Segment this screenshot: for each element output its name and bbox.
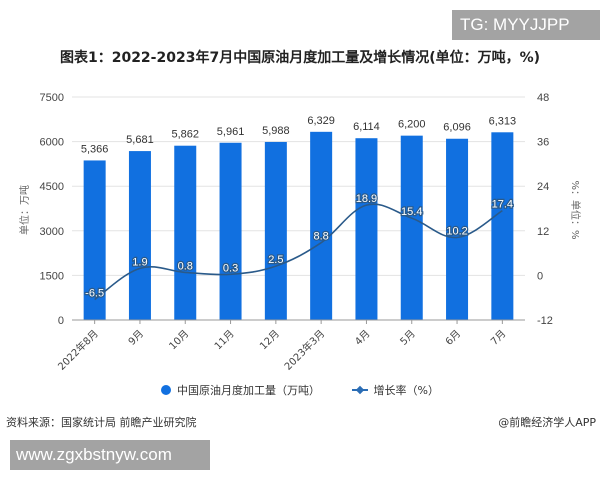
y-axis-tick-label: 0 [58,315,64,327]
bar[interactable] [446,138,469,320]
bar-value-label: 6,313 [489,115,517,127]
bar[interactable] [400,135,423,320]
bar-value-label: 5,681 [126,134,154,146]
bar-value-label: 5,366 [81,143,109,155]
watermark-badge-top: TG: MYYJJPP [452,10,600,40]
bar-value-label: 5,961 [217,126,245,138]
x-axis-tick-label: 2022年8月 [55,327,101,373]
x-axis-tick-label: 4月 [353,328,373,348]
x-axis-tick-label: 9月 [126,328,146,348]
line-value-label: 0.8 [178,260,193,272]
bar[interactable] [219,142,242,320]
bar-value-label: 6,200 [398,119,426,131]
line-marker-icon [351,385,368,395]
y-axis-tick-label: 1500 [40,270,64,282]
y2-axis-tick-label: 48 [537,92,549,104]
bar-value-label: 6,114 [353,121,380,133]
y-axis-tick-label: 7500 [40,92,64,104]
bar-value-label: 5,862 [171,129,199,141]
y-axis-title: 单位：万吨 [18,185,31,235]
credit-note: @前瞻经济学人APP [498,416,596,429]
x-axis-tick-label: 7月 [488,328,508,348]
y2-axis-title: %：单位：% [569,180,582,239]
bar[interactable] [491,132,514,320]
y-axis-tick-label: 3000 [40,226,64,238]
source-note: 资料来源：国家统计局 前瞻产业研究院 [6,416,197,429]
line-value-label: 0.3 [223,262,238,274]
legend-label-growth: 增长率（%） [373,384,439,397]
legend-item-volume[interactable]: 中国原油月度加工量（万吨） [161,382,320,398]
watermark-badge-bottom: www.zgxbstnyw.com [10,440,210,470]
y-axis-tick-label: 4500 [40,181,64,193]
y2-axis-tick-label: 24 [537,181,549,193]
y2-axis-tick-label: 0 [537,270,543,282]
legend-label-volume: 中国原油月度加工量（万吨） [177,384,321,397]
line-series: -6.5 1.9 0.8 0.3 2.5 8.8 18.9 15.4 10.2 17.4 [84,192,514,301]
line-value-label: 8.8 [314,231,329,243]
y2-axis-tick-label: -12 [537,315,553,327]
bar[interactable] [83,160,106,320]
line-value-label: -6.5 [85,288,104,300]
line-value-label: 1.9 [132,256,147,268]
bar-value-label: 5,988 [262,125,290,137]
chart-area: 5,366 5,681 5,862 5,961 5,988 6,329 6,114 6,200… [18,92,582,373]
bar[interactable] [128,151,151,320]
line-value-label: 15.4 [401,206,422,218]
y2-axis-tick-label: 36 [537,137,549,149]
circle-marker-icon [161,385,172,395]
bar-value-label: 6,096 [443,122,471,134]
x-axis-tick-label: 5月 [398,328,418,348]
x-axis-tick-label: 2023年3月 [281,327,327,373]
bar-series: 5,366 5,681 5,862 5,961 5,988 6,329 6,114 6,200… [81,115,516,320]
bar[interactable] [264,141,287,320]
growth-line[interactable] [94,203,503,301]
x-axis-tick-label: 11月 [212,328,237,353]
y2-axis-tick-label: 12 [537,226,549,238]
line-value-label: 2.5 [268,254,283,266]
bar-value-label: 6,329 [307,115,335,127]
x-axis-tick-label: 6月 [443,328,463,348]
bar[interactable] [355,138,378,320]
legend-item-growth[interactable]: 增长率（%） [351,382,439,398]
line-value-label: 10.2 [446,225,467,237]
line-value-label: 17.4 [492,199,513,211]
y-axis-tick-label: 6000 [40,137,64,149]
legend: 中国原油月度加工量（万吨） 增长率（%） [0,382,600,398]
chart-title: 图表1：2022-2023年7月中国原油月度加工量及增长情况(单位：万吨，%) [59,50,541,66]
line-value-label: 18.9 [356,193,377,205]
x-axis-tick-label: 12月 [257,328,282,353]
bar[interactable] [310,131,333,320]
x-axis-tick-label: 10月 [167,328,192,353]
bar[interactable] [174,145,197,320]
